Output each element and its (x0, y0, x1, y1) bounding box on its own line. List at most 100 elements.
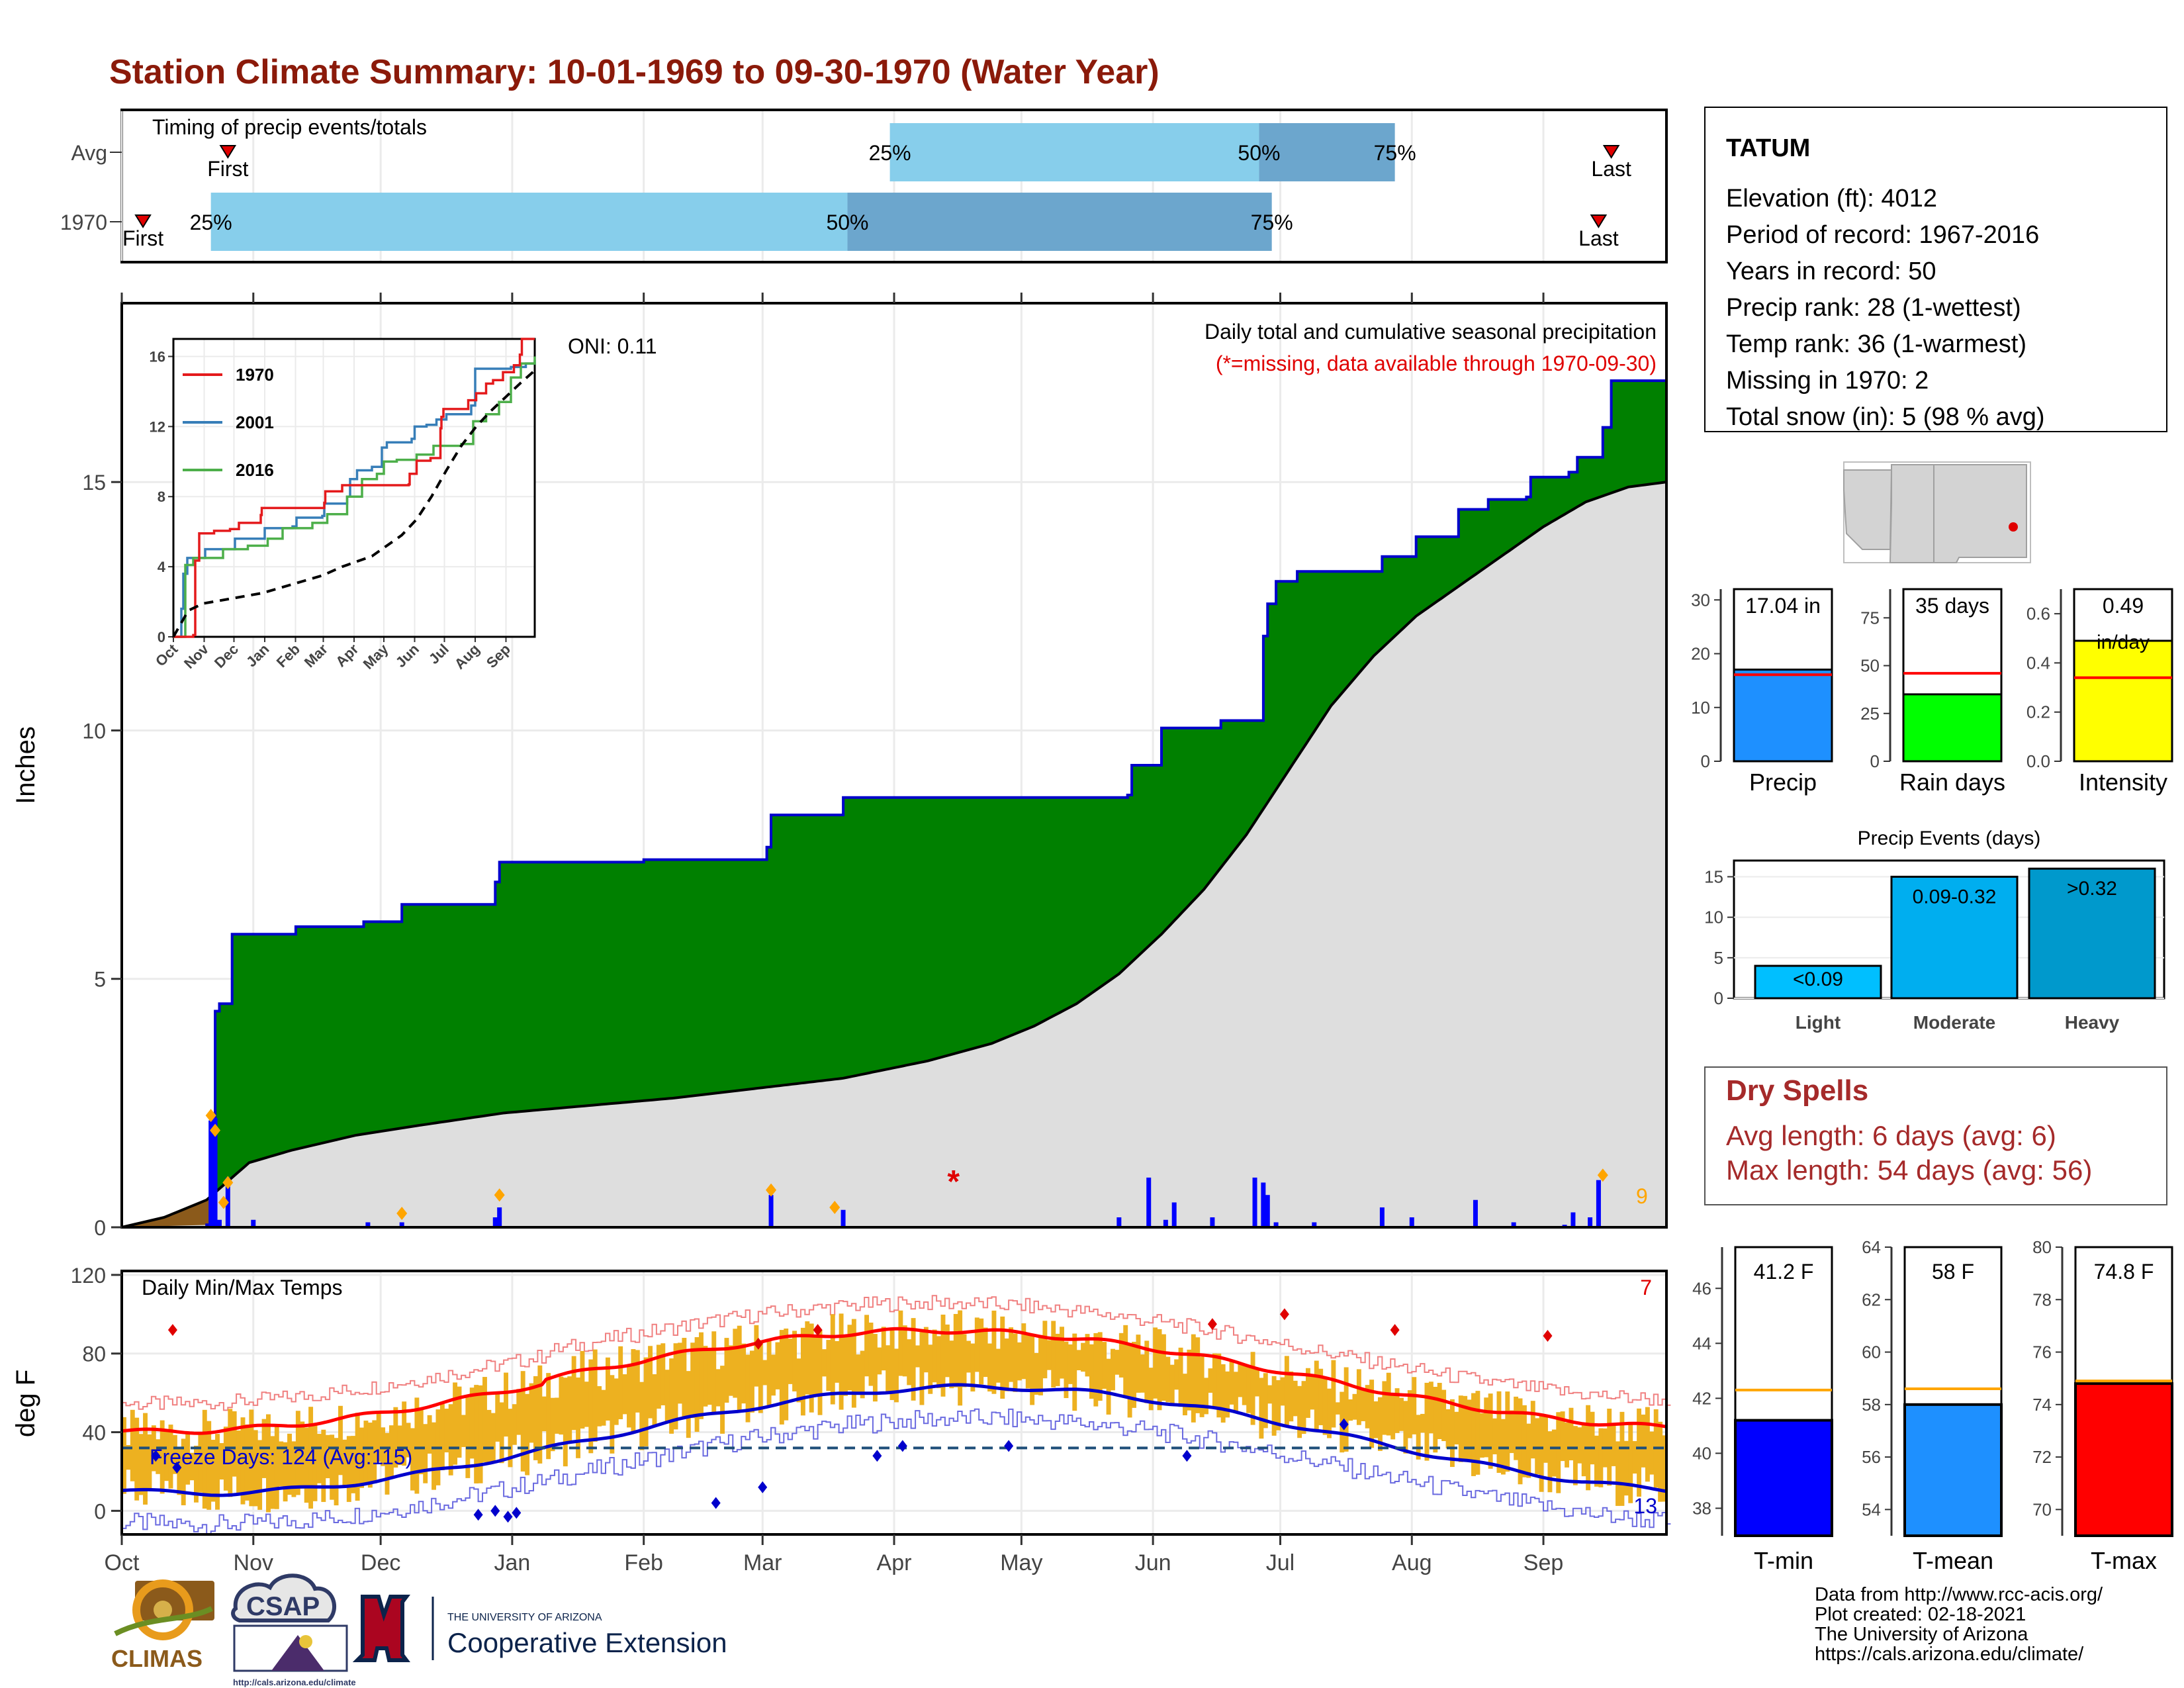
cold-day-marker (1004, 1440, 1014, 1452)
mini-bar-value (1733, 669, 1833, 763)
daily-temp-bar (792, 1331, 797, 1391)
daily-temp-bar (877, 1347, 882, 1375)
daily-temp-bar (864, 1315, 870, 1377)
daily-temp-bar (1127, 1342, 1132, 1418)
daily-temp-bar (1390, 1395, 1396, 1440)
temp-y-tick-label: 80 (82, 1342, 106, 1366)
temp-bar-y-tick-label: 44 (1692, 1333, 1711, 1353)
daily-temp-bar (648, 1346, 653, 1419)
daily-temp-bar (346, 1436, 351, 1502)
timing-p75-label: 75% (1374, 141, 1416, 165)
daily-temp-bar (388, 1425, 394, 1477)
daily-temp-bar (1488, 1393, 1493, 1469)
timing-bar-q50-q75 (847, 193, 1272, 251)
daily-temp-bar (889, 1328, 895, 1400)
daily-temp-bar (427, 1415, 432, 1454)
daily-temp-bar (223, 1427, 228, 1491)
daily-temp-bar (219, 1443, 224, 1480)
daily-temp-bar (949, 1340, 954, 1389)
daily-temp-bar (749, 1350, 754, 1413)
daily-temp-bar (690, 1342, 696, 1419)
month-tick-label: Aug (1392, 1550, 1432, 1575)
daily-temp-bar (342, 1439, 347, 1488)
daily-temp-bar (1637, 1408, 1642, 1497)
daily-temp-bar (495, 1393, 500, 1442)
footer-credit-line: Plot created: 02-18-2021 (1815, 1604, 2026, 1625)
oni-label: ONI: 0.11 (568, 334, 657, 358)
daily-temp-bar (614, 1378, 619, 1425)
daily-temp-bar (635, 1350, 640, 1413)
daily-temp-bar (995, 1348, 1001, 1383)
daily-temp-bar (1123, 1325, 1128, 1397)
daily-temp-bar (1394, 1388, 1400, 1433)
mini-bar-y-tick-label: 10 (1691, 698, 1710, 718)
daily-temp-bar (928, 1344, 933, 1394)
cold-day-marker (490, 1505, 500, 1517)
daily-temp-bar (974, 1317, 979, 1372)
daily-temp-bar (622, 1374, 627, 1415)
daily-temp-bar (563, 1378, 568, 1467)
daily-temp-bar (406, 1423, 411, 1458)
footer-credit-line: Data from http://www.rcc-acis.org/ (1815, 1584, 2103, 1605)
inset-y-tick-label: 8 (158, 489, 165, 505)
inset-legend-label: 2001 (236, 412, 274, 432)
daily-temp-bar (283, 1442, 288, 1502)
last-event-marker (1590, 214, 1608, 228)
daily-temp-bar (754, 1325, 759, 1387)
daily-temp-bar (1157, 1329, 1162, 1411)
daily-temp-bar (737, 1325, 742, 1411)
cold-day-marker (758, 1481, 768, 1493)
daily-temp-bar (886, 1345, 891, 1394)
daily-temp-bar (898, 1310, 903, 1376)
timing-bar-q25-q50 (889, 123, 1259, 181)
daily-temp-bar (1382, 1381, 1387, 1435)
daily-temp-bar (499, 1402, 504, 1464)
daily-temp-bar (1399, 1397, 1404, 1431)
cold-day-marker (512, 1507, 522, 1519)
temp-bar-y-tick-label: 46 (1692, 1278, 1711, 1298)
daily-temp-bar (529, 1383, 534, 1443)
daily-temp-bar (1246, 1367, 1251, 1413)
mini-bar-y-tick-label: 50 (1860, 656, 1880, 676)
daily-temp-bar (304, 1427, 309, 1503)
daily-temp-bar (694, 1336, 700, 1432)
daily-precip-bar (399, 1222, 404, 1227)
mini-bar-value (1902, 693, 2003, 763)
daily-temp-bar (766, 1340, 772, 1407)
daily-temp-bar (1543, 1415, 1548, 1463)
daily-temp-bar (1407, 1390, 1412, 1438)
daily-precip-bar (1273, 1222, 1279, 1227)
daily-temp-bar (143, 1413, 148, 1505)
daily-temp-bar (631, 1349, 636, 1432)
mini-bar-y-tick-label: 0.2 (2026, 702, 2050, 722)
daily-temp-bar (533, 1376, 538, 1460)
daily-temp-bar (478, 1385, 483, 1483)
daily-temp-bar (1169, 1364, 1175, 1405)
daily-temp-bar (1437, 1383, 1442, 1439)
daily-temp-bar (448, 1404, 453, 1476)
daily-temp-bar (1263, 1373, 1268, 1429)
precip-y-tick-label: 10 (82, 719, 106, 743)
daily-temp-bar (1386, 1372, 1391, 1436)
cold-day-marker (151, 1450, 161, 1462)
temp-bar-y-tick-label: 56 (1862, 1447, 1881, 1467)
daily-temp-bar (1085, 1334, 1090, 1377)
daily-temp-bar (1238, 1362, 1243, 1397)
mini-bar-y-tick-label: 0 (1870, 751, 1880, 771)
daily-temp-bar (321, 1429, 326, 1502)
daily-precip-bar (1146, 1177, 1152, 1227)
daily-temp-bar (843, 1335, 848, 1396)
temp-y-tick-label: 0 (94, 1499, 106, 1523)
daily-temp-bar (1132, 1342, 1136, 1408)
daily-temp-bar (652, 1374, 657, 1426)
daily-temp-bar (1623, 1440, 1629, 1496)
daily-temp-bar (1662, 1435, 1667, 1502)
temp-bar-y-tick-label: 54 (1862, 1499, 1881, 1519)
daily-temp-bar (1484, 1397, 1489, 1458)
daily-temp-bar (541, 1396, 547, 1432)
daily-temp-bar (367, 1423, 373, 1488)
daily-temp-bar (817, 1330, 823, 1415)
daily-temp-bar (835, 1340, 840, 1383)
daily-temp-bar (745, 1354, 751, 1423)
